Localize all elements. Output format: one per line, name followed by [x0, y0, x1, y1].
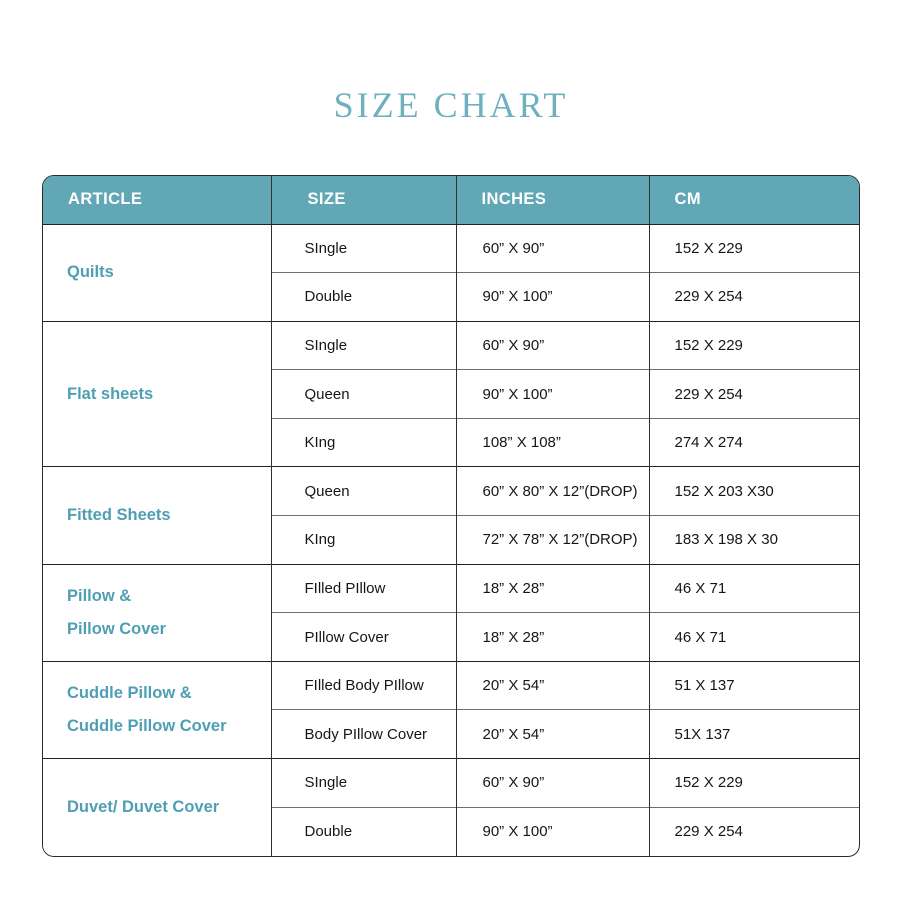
table-row: Double 90” X 100” 229 X 254 — [43, 272, 859, 322]
cm-cell: 46 X 71 — [648, 612, 859, 662]
cm-cell: 229 X 254 — [648, 272, 859, 322]
inches-cell: 20” X 54” — [455, 660, 649, 710]
inches-cell: 90” X 100” — [455, 806, 649, 856]
size-cell: Double — [270, 272, 456, 322]
cm-cell: 229 X 254 — [648, 806, 859, 856]
size-cell: SIngle — [270, 320, 456, 370]
table-row: PIllow Cover 18” X 28” 46 X 71 — [43, 612, 859, 662]
cm-cell: 229 X 254 — [648, 369, 859, 419]
inches-cell: 60” X 90” — [455, 223, 649, 273]
table-row: KIng 108” X 108” 274 X 274 — [43, 417, 859, 467]
table-row: Double 90” X 100” 229 X 254 — [43, 806, 859, 856]
size-cell: Queen — [270, 369, 456, 419]
inches-cell: 90” X 100” — [455, 272, 649, 322]
inches-cell: 18” X 28” — [455, 563, 649, 613]
inches-cell: 20” X 54” — [455, 709, 649, 759]
cm-cell: 152 X 229 — [648, 223, 859, 273]
cm-cell: 152 X 203 X30 — [648, 466, 859, 516]
table-row: Pillow & Pillow Cover FIlled PIllow 18” … — [43, 563, 859, 662]
column-header-cm: CM — [648, 176, 859, 225]
column-header-article: ARTICLE — [43, 176, 271, 225]
column-header-size: SIZE — [270, 176, 456, 225]
size-cell: SIngle — [270, 758, 456, 808]
size-cell: KIng — [270, 417, 456, 467]
size-chart-frame: ARTICLE SIZE INCHES CM Quilts SIngle 60”… — [42, 175, 860, 857]
article-cell-quilts: Quilts — [43, 223, 271, 322]
page-title: SIZE CHART — [333, 85, 569, 125]
size-cell: FIlled PIllow — [270, 563, 456, 613]
inches-cell: 60” X 80” X 12”(DROP) — [455, 466, 649, 516]
article-cell-duvet: Duvet/ Duvet Cover — [43, 758, 271, 856]
size-cell: FIlled Body PIllow — [270, 660, 456, 710]
article-cell-pillow: Pillow & Pillow Cover — [43, 563, 271, 662]
inches-cell: 108” X 108” — [455, 417, 649, 467]
inches-cell: 18” X 28” — [455, 612, 649, 662]
table-header-row: ARTICLE SIZE INCHES CM — [43, 176, 859, 225]
inches-cell: 60” X 90” — [455, 758, 649, 808]
table-row: Body PIllow Cover 20” X 54” 51X 137 — [43, 709, 859, 759]
size-cell: Body PIllow Cover — [270, 709, 456, 759]
inches-cell: 60” X 90” — [455, 320, 649, 370]
cm-cell: 152 X 229 — [648, 320, 859, 370]
article-cell-cuddle-pillow: Cuddle Pillow & Cuddle Pillow Cover — [43, 660, 271, 759]
cm-cell: 152 X 229 — [648, 758, 859, 808]
column-header-inches: INCHES — [455, 176, 649, 225]
cm-cell: 51X 137 — [648, 709, 859, 759]
table-row: KIng 72” X 78” X 12”(DROP) 183 X 198 X 3… — [43, 515, 859, 565]
cm-cell: 183 X 198 X 30 — [648, 515, 859, 565]
size-cell: Double — [270, 806, 456, 856]
size-chart-table: ARTICLE SIZE INCHES CM Quilts SIngle 60”… — [43, 176, 859, 856]
size-cell: KIng — [270, 515, 456, 565]
table-row: Queen 90” X 100” 229 X 254 — [43, 369, 859, 419]
table-row: Cuddle Pillow & Cuddle Pillow Cover FIll… — [43, 660, 859, 759]
article-cell-fitted-sheets: Fitted Sheets — [43, 466, 271, 565]
table-row: Flat sheets SIngle 60” X 90” 152 X 229 — [43, 320, 859, 467]
size-cell: Queen — [270, 466, 456, 516]
table-row: Fitted Sheets Queen 60” X 80” X 12”(DROP… — [43, 466, 859, 565]
table-row: Quilts SIngle 60” X 90” 152 X 229 — [43, 223, 859, 322]
cm-cell: 274 X 274 — [648, 417, 859, 467]
size-cell: PIllow Cover — [270, 612, 456, 662]
cm-cell: 46 X 71 — [648, 563, 859, 613]
inches-cell: 72” X 78” X 12”(DROP) — [455, 515, 649, 565]
article-cell-flat-sheets: Flat sheets — [43, 320, 271, 467]
size-cell: SIngle — [270, 223, 456, 273]
inches-cell: 90” X 100” — [455, 369, 649, 419]
cm-cell: 51 X 137 — [648, 660, 859, 710]
table-row: Duvet/ Duvet Cover SIngle 60” X 90” 152 … — [43, 758, 859, 856]
